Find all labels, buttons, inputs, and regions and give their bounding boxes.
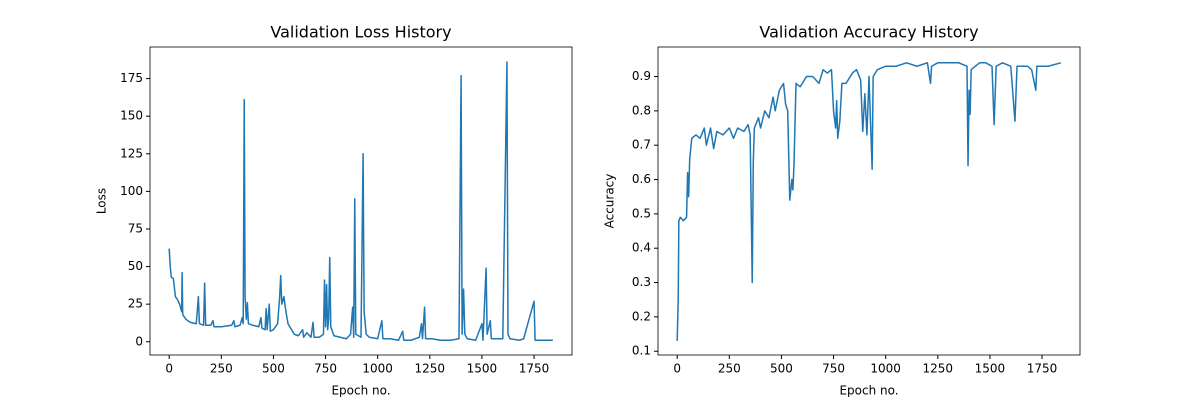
y-tick-label: 50 <box>128 259 143 273</box>
y-tick-label: 0.1 <box>632 344 651 358</box>
x-tick-label: 250 <box>718 362 741 376</box>
y-tick-label: 150 <box>120 109 143 123</box>
x-tick-label: 0 <box>673 362 681 376</box>
x-axis-label: Epoch no. <box>839 384 898 398</box>
axes-frame <box>657 46 1081 356</box>
x-tick-label: 1750 <box>519 362 550 376</box>
x-tick-label: 500 <box>262 362 285 376</box>
x-tick-label: 1750 <box>1027 362 1058 376</box>
x-tick-label: 750 <box>314 362 337 376</box>
y-tick-label: 175 <box>120 71 143 85</box>
x-tick-label: 250 <box>210 362 233 376</box>
y-tick-label: 0.7 <box>632 138 651 152</box>
y-tick-label: 0.9 <box>632 69 651 83</box>
y-tick-label: 0.2 <box>632 309 651 323</box>
x-tick-label: 500 <box>770 362 793 376</box>
y-tick-label: 125 <box>120 146 143 160</box>
chart-title: Validation Loss History <box>270 23 451 42</box>
y-tick-label: 0.6 <box>632 172 651 186</box>
x-tick-label: 0 <box>165 362 173 376</box>
y-tick-label: 100 <box>120 184 143 198</box>
x-tick-label: 1500 <box>467 362 498 376</box>
y-tick-label: 0.4 <box>632 241 651 255</box>
data-line <box>168 61 553 342</box>
x-axis-label: Epoch no. <box>331 384 390 398</box>
y-tick-label: 0.8 <box>632 103 651 117</box>
y-tick-label: 25 <box>128 297 143 311</box>
data-line <box>676 62 1062 341</box>
x-tick-label: 1250 <box>415 362 446 376</box>
chart-title: Validation Accuracy History <box>759 23 978 42</box>
x-tick-label: 750 <box>822 362 845 376</box>
y-tick-label: 75 <box>128 221 143 235</box>
y-tick-label: 0.5 <box>632 206 651 220</box>
y-tick-label: 0 <box>135 334 143 348</box>
y-tick-label: 0.3 <box>632 275 651 289</box>
x-tick-label: 1250 <box>923 362 954 376</box>
y-axis-label: Loss <box>95 188 109 214</box>
x-tick-label: 1500 <box>975 362 1006 376</box>
x-tick-label: 1000 <box>362 362 393 376</box>
y-axis-label: Accuracy <box>603 174 617 229</box>
x-tick-label: 1000 <box>870 362 901 376</box>
axes-frame <box>149 46 573 356</box>
